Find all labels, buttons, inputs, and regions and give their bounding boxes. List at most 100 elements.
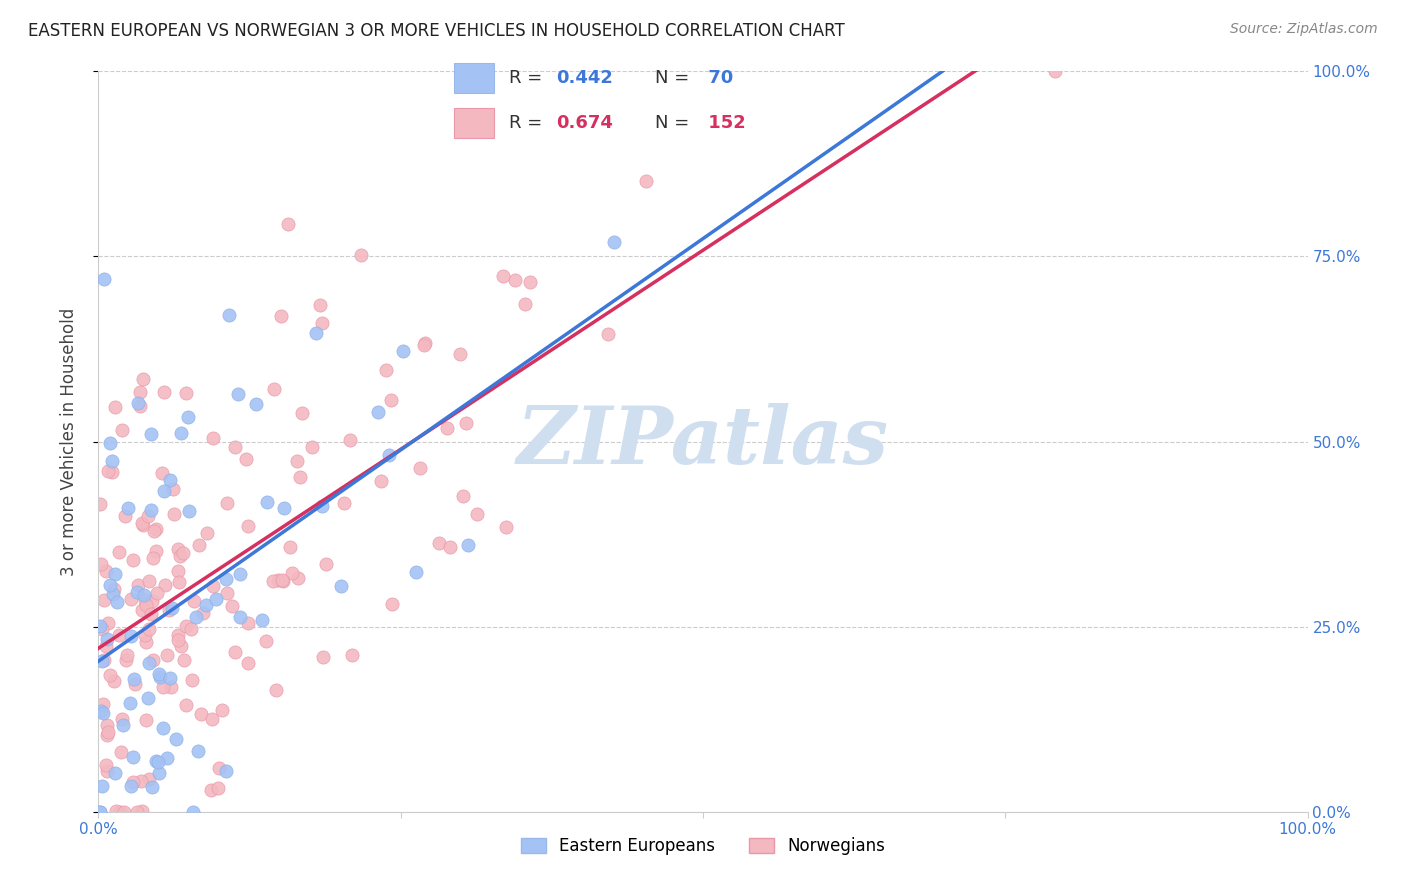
Point [235,452,257,467]
Point [91,706,114,720]
Point [125,584,148,599]
Point [236,657,259,671]
Point [270,309,292,323]
Point [1045,64,1067,78]
Point [181,805,204,819]
Point [367,405,389,419]
Point [456,416,478,430]
Point [122,775,145,789]
Point [152,721,174,735]
Point [93,271,115,285]
Point [167,541,190,556]
Point [91,697,114,711]
Point [263,382,285,396]
Point [150,466,173,480]
Point [280,566,302,580]
Point [153,385,176,400]
Point [97,725,120,739]
Point [333,496,356,510]
Point [311,499,333,513]
Point [174,619,197,633]
Point [218,308,240,322]
Point [228,386,250,401]
Point [195,599,218,613]
Point [108,545,131,559]
Point [139,607,162,622]
Point [96,764,118,778]
Point [93,652,115,666]
Point [89,497,111,511]
Point [201,712,224,726]
Point [145,522,167,536]
Point [93,593,115,607]
Point [148,755,170,769]
Point [134,592,156,607]
Point [181,673,204,687]
Point [96,728,118,742]
Point [90,654,112,668]
Point [120,629,142,643]
Point [340,648,363,662]
Point [311,316,333,330]
Point [124,673,146,687]
Point [108,805,131,819]
Point [97,616,120,631]
Point [160,600,183,615]
Point [190,706,212,721]
FancyBboxPatch shape [454,108,494,138]
Point [503,273,526,287]
Text: EASTERN EUROPEAN VS NORWEGIAN 3 OR MORE VEHICLES IN HOUSEHOLD CORRELATION CHART: EASTERN EUROPEAN VS NORWEGIAN 3 OR MORE … [28,22,845,40]
Point [89,805,111,819]
Point [217,586,239,600]
Point [519,275,541,289]
Point [315,557,337,571]
Point [105,595,128,609]
Point [141,780,163,794]
Point [439,540,461,554]
Point [169,549,191,563]
Point [127,396,149,410]
Text: 70: 70 [703,69,734,87]
Point [145,755,167,769]
Text: 0.442: 0.442 [557,69,613,87]
Point [180,622,202,636]
Point [201,431,224,445]
Text: R =: R = [509,69,548,87]
Point [254,634,277,648]
Point [90,705,112,719]
Point [204,592,226,607]
Point [94,564,117,578]
Point [104,804,127,818]
Point [89,618,111,632]
Point [453,490,475,504]
Point [136,508,159,523]
Point [290,470,312,484]
Point [131,372,153,386]
Point [285,454,308,468]
Point [277,217,299,231]
Point [142,653,165,667]
Point [145,544,167,558]
Point [120,592,142,607]
Point [159,473,181,487]
Point [100,435,122,450]
Point [202,579,225,593]
Point [149,670,172,684]
Point [169,426,191,441]
Point [309,298,332,312]
Point [135,713,157,727]
Point [370,474,392,488]
Point [291,406,314,420]
Point [381,597,404,611]
Point [101,587,124,601]
Point [339,434,361,448]
Point [193,606,215,620]
Point [129,773,152,788]
Point [413,336,436,351]
Point [138,574,160,588]
Point [157,603,180,617]
Point [305,326,328,341]
Point [97,464,120,478]
Point [159,680,181,694]
Point [143,524,166,538]
